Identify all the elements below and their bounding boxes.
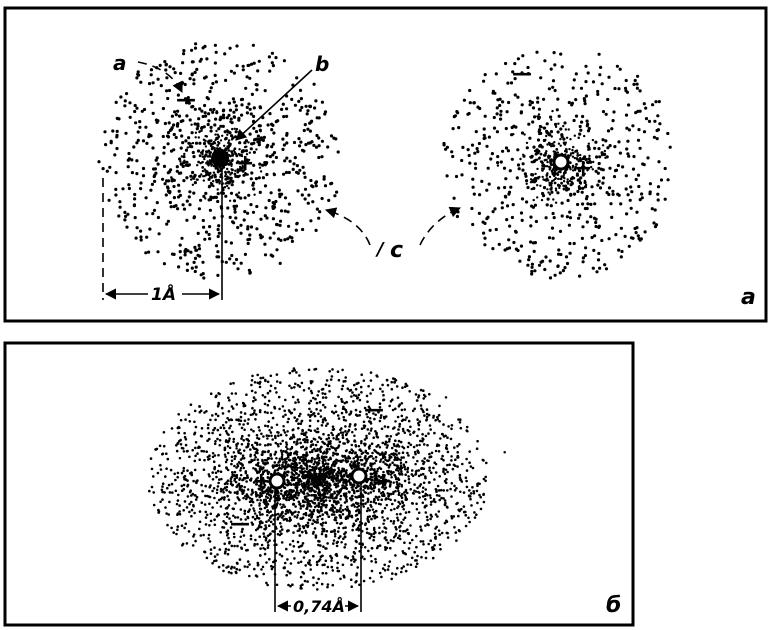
molecule-plus-sign-right: +	[374, 469, 392, 494]
callout-c-slash: /	[375, 239, 385, 260]
callout-c-label: c	[390, 238, 403, 263]
panel-b-frame	[3, 341, 635, 627]
atom-left-cloud	[97, 42, 340, 280]
atom-left-minus-sign: —	[176, 87, 196, 111]
callout-a-arrow	[137, 61, 183, 94]
molecule-cloud	[148, 367, 506, 591]
atom-right-plus-sign: +	[574, 156, 592, 181]
dim-074-label: 0,74Å	[293, 597, 345, 616]
callout-a-label: a	[113, 51, 127, 75]
callout-b-leader	[235, 69, 313, 141]
dim-1a-label: 1Å	[151, 282, 176, 305]
panel-b-label: б	[606, 593, 621, 618]
atom-right-cloud	[442, 50, 672, 280]
callout-b-label: b	[315, 52, 329, 76]
molecule-nucleus-left	[268, 472, 286, 490]
atom-left-nucleus	[211, 149, 229, 167]
atom-right-nucleus	[552, 153, 570, 171]
panel-b: + + — — 0,74Å б	[3, 341, 635, 627]
panel-a-label: a	[741, 285, 756, 310]
molecule-nucleus-right	[350, 467, 368, 485]
callout-c-arrow-left	[324, 207, 371, 246]
panel-a-frame	[3, 6, 768, 323]
callout-c-arrow-right	[419, 206, 462, 246]
molecule-plus-sign-left: +	[252, 469, 270, 494]
dim-1a-label-bg	[148, 282, 182, 304]
atom-right-minus-sign: —	[512, 61, 532, 85]
atom-left-plus-sign: +	[236, 151, 254, 176]
molecule-minus-sign-top: —	[364, 397, 384, 421]
molecule-minus-sign-bottom: —	[230, 511, 250, 535]
dim-074-label-bg	[291, 594, 345, 616]
panel-a: + — + — a b / c 1Å a	[3, 6, 768, 323]
